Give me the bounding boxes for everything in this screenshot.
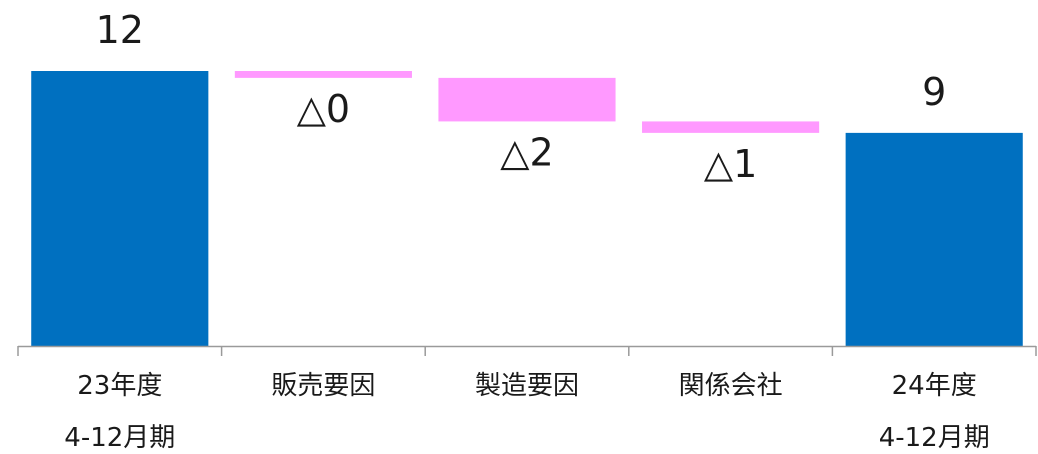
- data-labels-layer: 12 △0 △2 △1 9: [96, 8, 947, 186]
- data-label-2: △2: [500, 130, 553, 174]
- x-axis: [17, 345, 1037, 356]
- category-label-2-line-0: 製造要因: [475, 371, 579, 401]
- data-label-0: 12: [96, 8, 144, 52]
- decrease-bar-2: [438, 77, 616, 122]
- data-label-4: 9: [922, 70, 946, 114]
- data-label-3: △1: [704, 142, 757, 186]
- category-label-0-line-1: 4-12月期: [64, 423, 175, 453]
- category-label-4-line-0: 24年度: [892, 371, 977, 401]
- category-label-1-line-0: 販売要因: [271, 371, 375, 401]
- decrease-bar-1: [234, 71, 412, 78]
- total-bar-0: [31, 71, 209, 346]
- category-label-3-line-0: 関係会社: [679, 371, 783, 401]
- category-labels-layer: 23年度 4-12月期 販売要因 製造要因 関係会社 24年度 4-12月期: [64, 371, 989, 453]
- decrease-bar-3: [642, 121, 820, 133]
- data-label-1: △0: [297, 87, 350, 131]
- bars-layer: [31, 71, 1023, 347]
- category-label-4-line-1: 4-12月期: [879, 423, 990, 453]
- total-bar-4: [845, 132, 1023, 347]
- category-label-0-line-0: 23年度: [77, 371, 162, 401]
